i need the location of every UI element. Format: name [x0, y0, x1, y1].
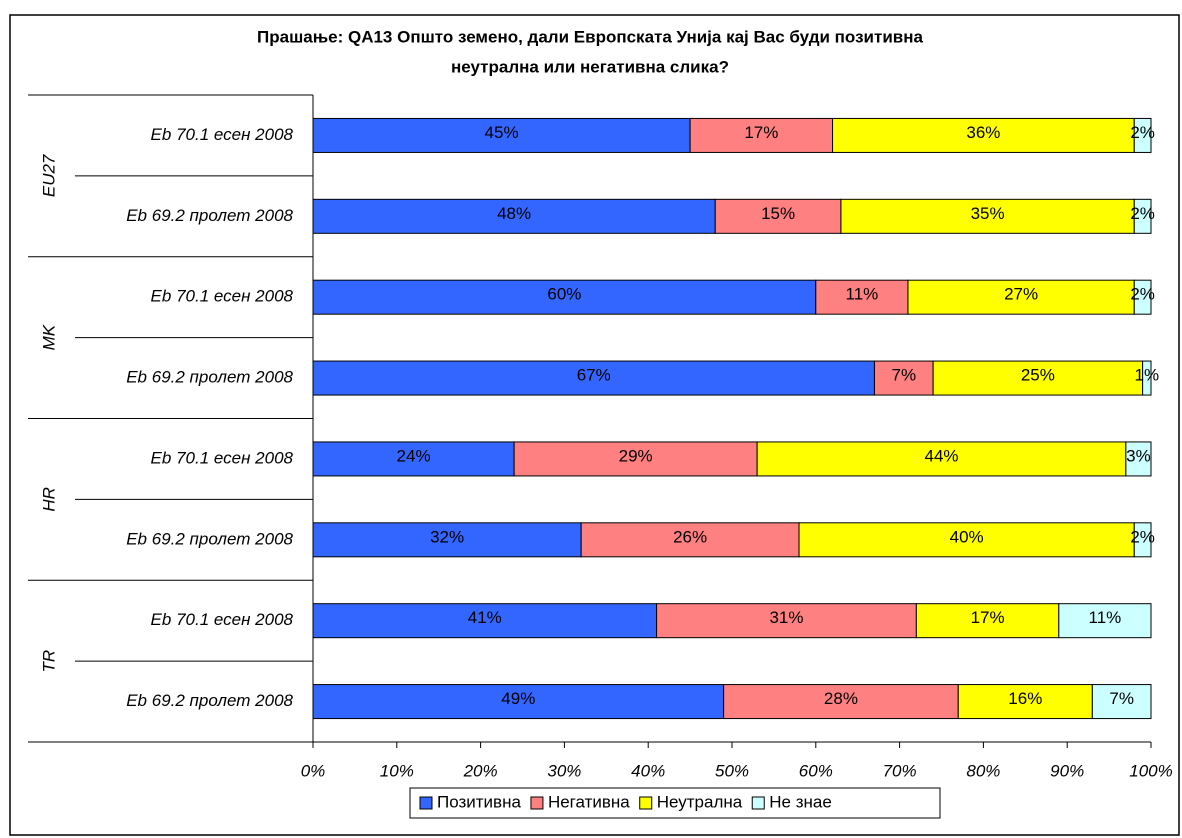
value-label: 7%	[892, 366, 917, 385]
bar-segment	[756, 441, 1127, 477]
legend-label: Неутрална	[657, 792, 743, 811]
value-label: 36%	[966, 123, 1000, 142]
value-label: 44%	[924, 446, 958, 465]
value-label: 2%	[1130, 204, 1155, 223]
bar-segment	[932, 360, 1144, 396]
value-label: 29%	[619, 446, 653, 465]
bar-segment	[1091, 684, 1152, 720]
value-label: 48%	[497, 204, 531, 223]
y-tick-label: Eb 69.2 пролет 2008	[126, 529, 293, 548]
value-label: 3%	[1126, 446, 1151, 465]
bar-segment	[915, 603, 1060, 639]
value-label: 31%	[769, 608, 803, 627]
value-label: 17%	[971, 608, 1005, 627]
legend-swatch	[419, 796, 433, 810]
x-tick-label: 0%	[301, 761, 326, 780]
bar-segment	[1125, 441, 1152, 477]
value-label: 49%	[501, 689, 535, 708]
bar-segment	[580, 522, 800, 558]
value-label: 2%	[1130, 123, 1155, 142]
x-tick-label: 10%	[380, 761, 414, 780]
bar-segment	[1058, 603, 1152, 639]
y-tick-label: Eb 70.1 есен 2008	[151, 125, 294, 144]
chart-title: неутрална или негативна слика?	[451, 57, 729, 76]
value-label: 28%	[824, 689, 858, 708]
group-label: MK	[39, 324, 58, 350]
bar-segment	[1133, 279, 1152, 315]
value-label: 27%	[1004, 285, 1038, 304]
group-label: HR	[39, 487, 58, 512]
value-label: 2%	[1130, 285, 1155, 304]
x-tick-label: 100%	[1129, 761, 1172, 780]
legend-swatch	[530, 796, 544, 810]
value-label: 32%	[430, 527, 464, 546]
bar-segment	[957, 684, 1093, 720]
y-tick-label: Eb 70.1 есен 2008	[151, 610, 294, 629]
value-label: 35%	[971, 204, 1005, 223]
x-tick-label: 40%	[631, 761, 665, 780]
x-tick-label: 80%	[966, 761, 1000, 780]
bar-segment	[312, 522, 582, 558]
value-label: 24%	[397, 446, 431, 465]
legend-label: Негативна	[548, 792, 630, 811]
x-tick-label: 60%	[799, 761, 833, 780]
value-label: 17%	[744, 123, 778, 142]
value-label: 45%	[485, 123, 519, 142]
bar-segment	[1142, 360, 1152, 396]
y-tick-label: Eb 70.1 есен 2008	[151, 287, 294, 306]
x-tick-label: 20%	[463, 761, 498, 780]
bar-segment	[312, 279, 817, 315]
value-label: 67%	[577, 366, 611, 385]
x-tick-label: 50%	[715, 761, 749, 780]
value-label: 2%	[1130, 527, 1155, 546]
bar-segment	[656, 603, 917, 639]
value-label: 25%	[1021, 366, 1055, 385]
legend-label: Позитивна	[437, 792, 521, 811]
group-label: EU27	[39, 154, 58, 197]
bar-segment	[815, 279, 909, 315]
group-label: TR	[39, 650, 58, 673]
bar-segment	[873, 360, 934, 396]
value-label: 11%	[846, 285, 879, 304]
legend-swatch	[751, 796, 765, 810]
bar-segment	[1133, 198, 1152, 234]
legend-box	[409, 787, 941, 819]
chart-title: Прашање: QA13 Општо земено, дали Европск…	[257, 27, 923, 46]
bar-segment	[840, 198, 1135, 234]
bar-segment	[907, 279, 1135, 315]
value-label: 60%	[547, 285, 581, 304]
bar-segment	[723, 684, 959, 720]
bar-segment	[312, 117, 691, 153]
value-label: 15%	[761, 204, 795, 223]
value-label: 16%	[1008, 689, 1042, 708]
y-tick-label: Eb 69.2 пролет 2008	[126, 368, 293, 387]
bar-segment	[312, 441, 515, 477]
bar-segment	[1133, 117, 1152, 153]
y-tick-label: Eb 69.2 пролет 2008	[126, 691, 293, 710]
legend-swatch	[639, 796, 653, 810]
bar-segment	[513, 441, 758, 477]
value-label: 7%	[1109, 689, 1134, 708]
bar-segment	[312, 603, 658, 639]
value-label: 11%	[1089, 608, 1122, 627]
x-tick-label: 90%	[1050, 761, 1084, 780]
x-tick-label: 30%	[547, 761, 581, 780]
bar-segment	[832, 117, 1135, 153]
legend-label: Не знае	[769, 792, 832, 811]
value-label: 26%	[673, 527, 707, 546]
value-label: 41%	[468, 608, 502, 627]
y-tick-label: Eb 69.2 пролет 2008	[126, 206, 293, 225]
bar-segment	[714, 198, 842, 234]
bar-segment	[798, 522, 1135, 558]
bar-segment	[312, 684, 725, 720]
bar-segment	[689, 117, 834, 153]
x-tick-label: 70%	[883, 761, 917, 780]
value-label: 1%	[1135, 366, 1160, 385]
bar-segment	[1133, 522, 1152, 558]
y-tick-label: Eb 70.1 есен 2008	[151, 448, 294, 467]
bar-segment	[312, 360, 875, 396]
value-label: 40%	[950, 527, 984, 546]
